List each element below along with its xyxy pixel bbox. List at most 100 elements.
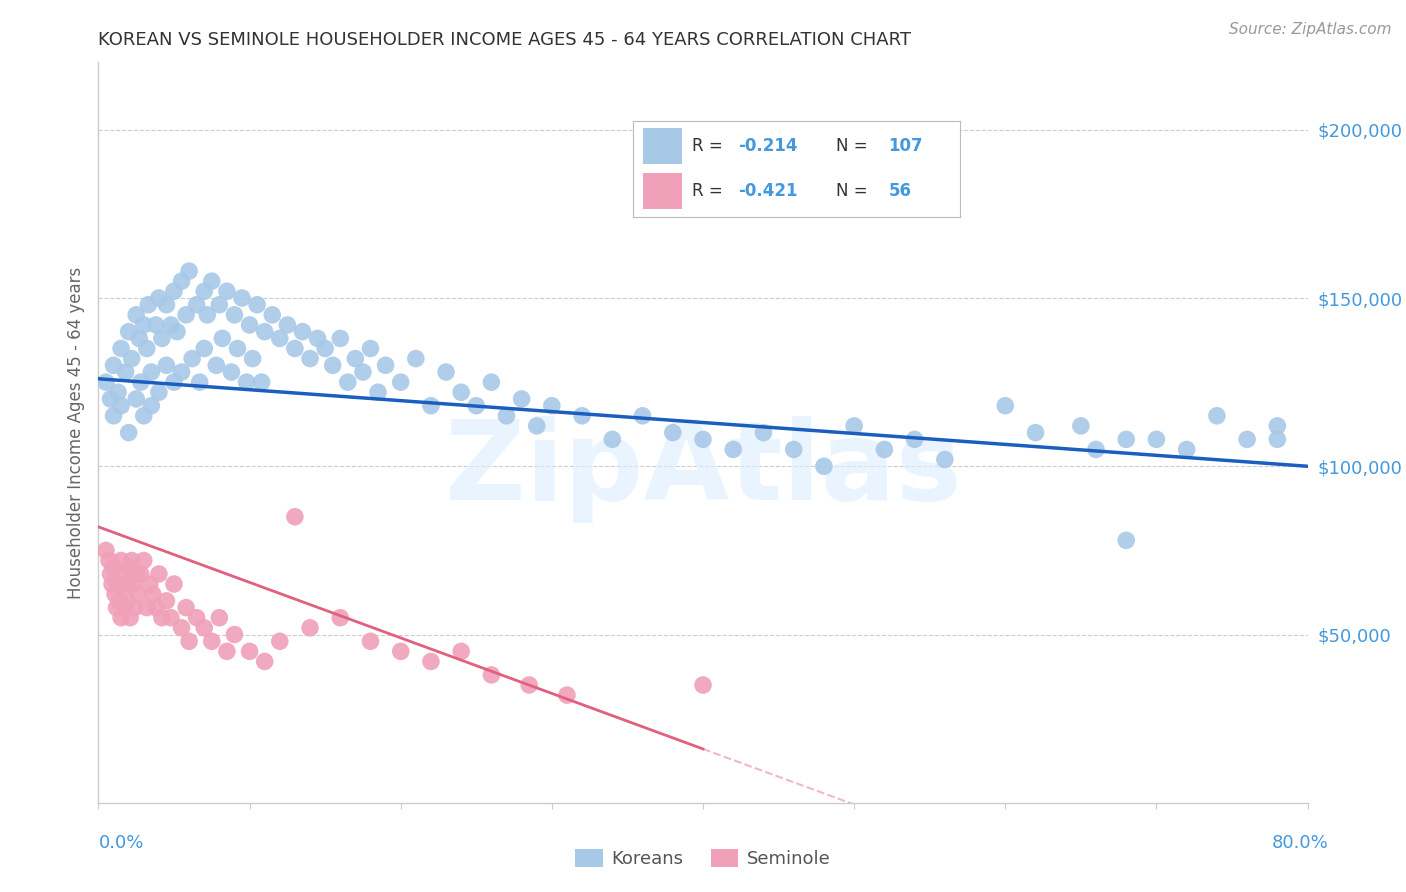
Point <box>129 566 152 581</box>
Point <box>115 577 138 591</box>
Point <box>193 342 215 356</box>
Point <box>179 264 201 278</box>
Point <box>1267 418 1289 433</box>
Text: N =: N = <box>837 182 873 200</box>
Point <box>1024 425 1046 440</box>
Point <box>160 318 183 332</box>
Point <box>352 365 374 379</box>
Point <box>186 298 208 312</box>
Point <box>132 409 155 423</box>
Text: -0.214: -0.214 <box>738 136 797 155</box>
Point <box>322 359 344 373</box>
Point <box>284 342 307 356</box>
Point <box>224 308 246 322</box>
Point <box>155 359 177 373</box>
Point <box>110 342 132 356</box>
Point <box>813 459 835 474</box>
Point <box>129 375 152 389</box>
Text: R =: R = <box>692 136 728 155</box>
Point <box>110 553 132 567</box>
Point <box>1085 442 1108 457</box>
Point <box>105 600 128 615</box>
Point <box>1144 433 1167 447</box>
Point <box>299 351 322 366</box>
Point <box>602 433 624 447</box>
Point <box>389 375 412 389</box>
Point <box>114 365 136 379</box>
Point <box>481 668 503 682</box>
Point <box>186 610 208 624</box>
Point <box>94 375 117 389</box>
Point <box>420 399 443 413</box>
Point <box>150 610 173 624</box>
Point <box>107 577 129 591</box>
Point <box>752 425 775 440</box>
Point <box>389 644 412 658</box>
Point <box>235 375 257 389</box>
Point <box>450 644 472 658</box>
Point <box>114 587 136 601</box>
Text: 0.0%: 0.0% <box>98 834 143 852</box>
Point <box>139 577 162 591</box>
Point <box>121 351 143 366</box>
Point <box>98 553 121 567</box>
Point <box>571 409 593 423</box>
Point <box>336 375 359 389</box>
Point <box>201 274 224 288</box>
Point <box>135 600 157 615</box>
Point <box>994 399 1017 413</box>
Point <box>517 678 540 692</box>
Point <box>250 375 273 389</box>
Point <box>174 600 197 615</box>
Point <box>103 560 125 574</box>
Point <box>239 318 262 332</box>
Point <box>269 634 291 648</box>
Point <box>127 587 149 601</box>
Point <box>224 627 246 641</box>
Point <box>179 634 201 648</box>
Point <box>136 298 159 312</box>
Point <box>873 442 896 457</box>
Point <box>148 291 170 305</box>
Point <box>481 375 503 389</box>
Point <box>100 566 122 581</box>
Point <box>253 655 276 669</box>
Point <box>110 610 132 624</box>
Point <box>215 285 238 299</box>
Point <box>118 325 141 339</box>
Point <box>163 577 186 591</box>
Point <box>1070 418 1092 433</box>
Point <box>120 610 142 624</box>
Point <box>450 385 472 400</box>
Point <box>145 600 167 615</box>
Point <box>100 392 122 406</box>
Point <box>188 375 211 389</box>
Point <box>121 553 143 567</box>
Point <box>118 425 141 440</box>
Point <box>132 318 155 332</box>
Point <box>208 298 231 312</box>
Point <box>692 433 714 447</box>
Point <box>163 285 186 299</box>
Point <box>142 587 165 601</box>
Point <box>314 342 336 356</box>
Point <box>299 621 322 635</box>
Point <box>114 600 136 615</box>
Point <box>495 409 517 423</box>
Point <box>145 318 167 332</box>
Point <box>329 331 352 345</box>
Point <box>141 365 163 379</box>
Point <box>434 365 457 379</box>
Point <box>276 318 298 332</box>
Point <box>904 433 927 447</box>
Point <box>118 560 141 574</box>
Point <box>1115 533 1137 548</box>
Point <box>420 655 443 669</box>
Point <box>239 644 262 658</box>
Point <box>181 351 204 366</box>
Point <box>103 359 125 373</box>
Text: Source: ZipAtlas.com: Source: ZipAtlas.com <box>1229 22 1392 37</box>
Point <box>174 308 197 322</box>
Point <box>692 678 714 692</box>
Point <box>329 610 352 624</box>
